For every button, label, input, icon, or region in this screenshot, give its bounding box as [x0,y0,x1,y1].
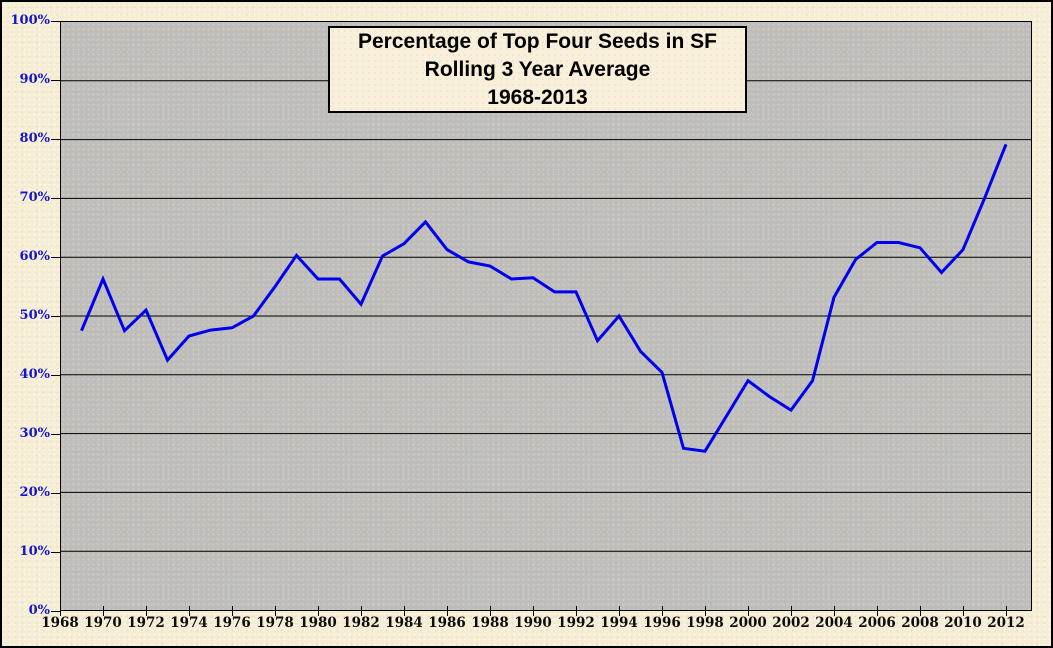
y-axis-tick [51,21,60,22]
x-axis-tick [60,606,61,616]
x-axis-tick [361,606,362,616]
x-axis-label: 1978 [256,615,294,631]
y-axis-label: 100% [10,13,51,28]
data-series-line [80,143,1008,453]
x-axis-label: 2010 [944,615,982,631]
y-axis-tick [51,139,60,140]
chart-title-box: Percentage of Top Four Seeds in SF Rolli… [328,26,747,113]
x-axis-tick [533,606,534,616]
x-axis-label: 2004 [815,615,853,631]
line-chart [61,80,1031,552]
y-axis-tick [51,80,60,81]
y-axis-label: 30% [19,426,50,441]
x-axis-label: 1968 [41,615,79,631]
x-axis-tick [920,606,921,616]
y-axis-tick [51,375,60,376]
x-axis-label: 2002 [772,615,810,631]
x-axis-label: 1988 [471,615,509,631]
y-axis-tick [51,198,60,199]
y-axis-label: 80% [19,131,50,146]
y-axis-label: 60% [19,249,50,264]
x-axis-tick [275,606,276,616]
y-axis-tick [51,316,60,317]
x-axis-tick [490,606,491,616]
x-axis-label: 1990 [514,615,552,631]
y-axis-label: 90% [19,72,50,87]
y-axis-tick [51,434,60,435]
chart-title-line2: Rolling 3 Year Average [424,57,651,81]
y-axis-tick [51,493,60,494]
x-axis-label: 1998 [686,615,724,631]
x-axis-tick [705,606,706,616]
x-axis-label: 1992 [557,615,595,631]
x-axis-tick [662,606,663,616]
x-axis-tick [834,606,835,616]
x-axis-tick [232,606,233,616]
x-axis-tick [791,606,792,616]
y-axis-label: 20% [19,485,50,500]
x-axis-tick [146,606,147,616]
x-axis-label: 1970 [84,615,122,631]
y-axis-label: 50% [19,308,50,323]
chart-title-line1: Percentage of Top Four Seeds in SF [358,29,717,53]
x-axis-tick [619,606,620,616]
x-axis-tick [963,606,964,616]
x-axis-label: 2012 [987,615,1025,631]
y-axis-label: 0% [28,603,50,618]
x-axis-tick [1006,606,1007,616]
x-axis-tick [576,606,577,616]
x-axis-label: 1974 [170,615,208,631]
y-axis-tick [51,257,60,258]
x-axis-label: 1996 [643,615,681,631]
x-axis-label: 2006 [858,615,896,631]
x-axis-label: 1986 [428,615,466,631]
x-axis-label: 1982 [342,615,380,631]
x-axis-label: 1994 [600,615,638,631]
x-axis-label: 1976 [213,615,251,631]
y-axis-label: 10% [19,544,50,559]
y-axis-label: 70% [19,190,50,205]
x-axis-label: 1984 [385,615,423,631]
x-axis-tick [447,606,448,616]
x-axis-tick [877,606,878,616]
chart-title-line3: 1968-2013 [487,85,588,109]
y-axis-label: 40% [19,367,50,382]
x-axis-tick [748,606,749,616]
x-axis-tick [189,606,190,616]
x-axis-tick [318,606,319,616]
plot-area [60,21,1032,611]
x-axis-label: 1980 [299,615,337,631]
x-axis-tick [404,606,405,616]
x-axis-label: 2000 [729,615,767,631]
y-axis-tick [51,611,60,612]
x-axis-label: 2008 [901,615,939,631]
y-axis-tick [51,552,60,553]
x-axis-label: 1972 [127,615,165,631]
x-axis-tick [103,606,104,616]
